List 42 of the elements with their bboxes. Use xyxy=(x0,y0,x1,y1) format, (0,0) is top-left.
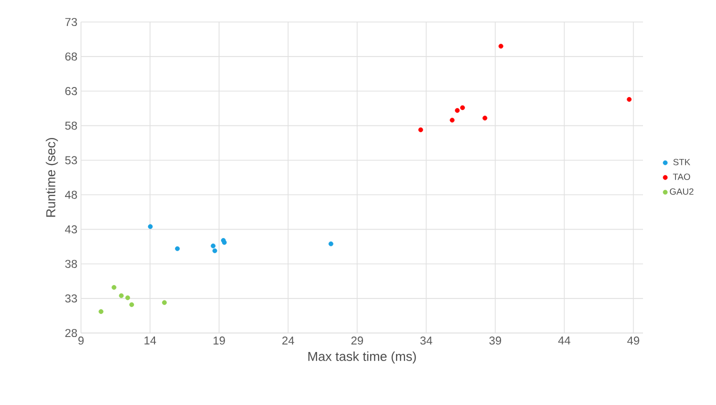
point xyxy=(129,302,134,308)
point xyxy=(210,244,216,248)
y-tick-label: 28 xyxy=(65,328,77,338)
y-tick-label: 58 xyxy=(65,122,77,130)
point xyxy=(212,248,218,254)
y-tick-label: 73 xyxy=(65,18,77,26)
point xyxy=(482,116,488,120)
point xyxy=(454,108,460,113)
point xyxy=(162,300,167,305)
y-tick-label: 53 xyxy=(65,156,77,164)
legend-label: TAO xyxy=(672,174,690,180)
x-tick-label: 44 xyxy=(558,336,570,344)
point xyxy=(328,241,334,246)
x-tick-label: 24 xyxy=(282,336,294,345)
point xyxy=(498,44,504,49)
y-tick-label: 38 xyxy=(65,260,77,268)
x-tick-label: 49 xyxy=(627,336,640,345)
y-tick-label: 48 xyxy=(65,190,77,199)
y-axis-title: Runtime (sec) xyxy=(46,138,58,217)
point xyxy=(174,246,180,252)
y-tick-label: 63 xyxy=(65,87,77,96)
point xyxy=(626,97,632,102)
x-tick-label: 29 xyxy=(351,336,363,345)
point xyxy=(460,105,465,110)
point xyxy=(418,127,424,132)
x-tick-label: 14 xyxy=(144,336,156,344)
point xyxy=(112,284,116,290)
x-tick-label: 9 xyxy=(78,336,84,345)
x-axis-title: Max task time (ms) xyxy=(308,351,416,364)
y-tick-label: 68 xyxy=(65,52,77,61)
point xyxy=(148,224,153,229)
x-tick-label: 39 xyxy=(489,336,502,345)
legend-label: GAU2 xyxy=(670,188,694,195)
point xyxy=(118,293,124,298)
point xyxy=(98,309,104,314)
legend-label: STK xyxy=(673,158,690,166)
y-tick-label: 33 xyxy=(65,294,77,302)
point xyxy=(450,118,455,123)
x-tick-label: 19 xyxy=(214,336,225,345)
y-tick-label: 43 xyxy=(65,225,77,234)
point xyxy=(125,295,130,300)
x-tick-label: 34 xyxy=(420,336,432,345)
